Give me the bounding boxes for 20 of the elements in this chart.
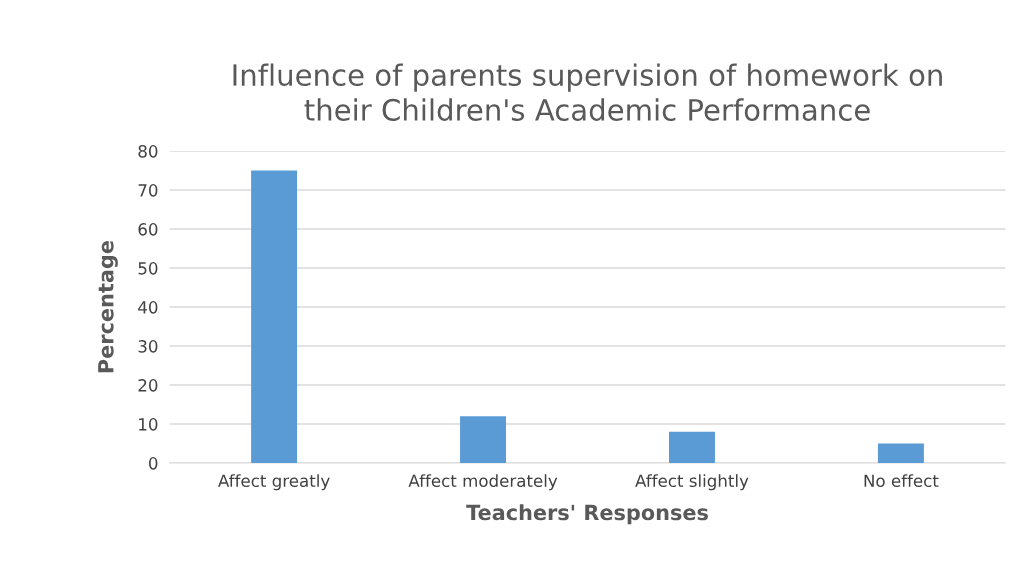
x-tick-label: Affect greatly bbox=[218, 474, 330, 491]
chart-title: Influence of parents supervision of homework on their Children's Academic Performance bbox=[233, 63, 942, 121]
x-tick-label: No effect bbox=[864, 474, 939, 488]
x-axis-title: Teachers' Responses bbox=[466, 504, 708, 525]
x-tick-label: Affect moderately bbox=[408, 474, 558, 491]
y-axis-title: Percentage bbox=[98, 241, 118, 373]
bar bbox=[877, 443, 924, 464]
y-tick-label: 20 bbox=[138, 379, 158, 392]
y-tick-label: 0 bbox=[149, 457, 158, 470]
y-tick-label: 70 bbox=[138, 184, 158, 197]
bar bbox=[251, 170, 298, 464]
y-tick-label: 30 bbox=[138, 340, 158, 353]
bar bbox=[668, 431, 715, 464]
y-tick-label: 40 bbox=[138, 301, 158, 314]
y-tick-label: 80 bbox=[138, 145, 158, 158]
y-tick-label: 50 bbox=[138, 262, 158, 275]
y-tick-label: 60 bbox=[138, 223, 158, 236]
y-tick-label: 10 bbox=[139, 418, 158, 431]
x-tick-label: Affect slightly bbox=[635, 474, 749, 491]
bar bbox=[460, 416, 507, 464]
